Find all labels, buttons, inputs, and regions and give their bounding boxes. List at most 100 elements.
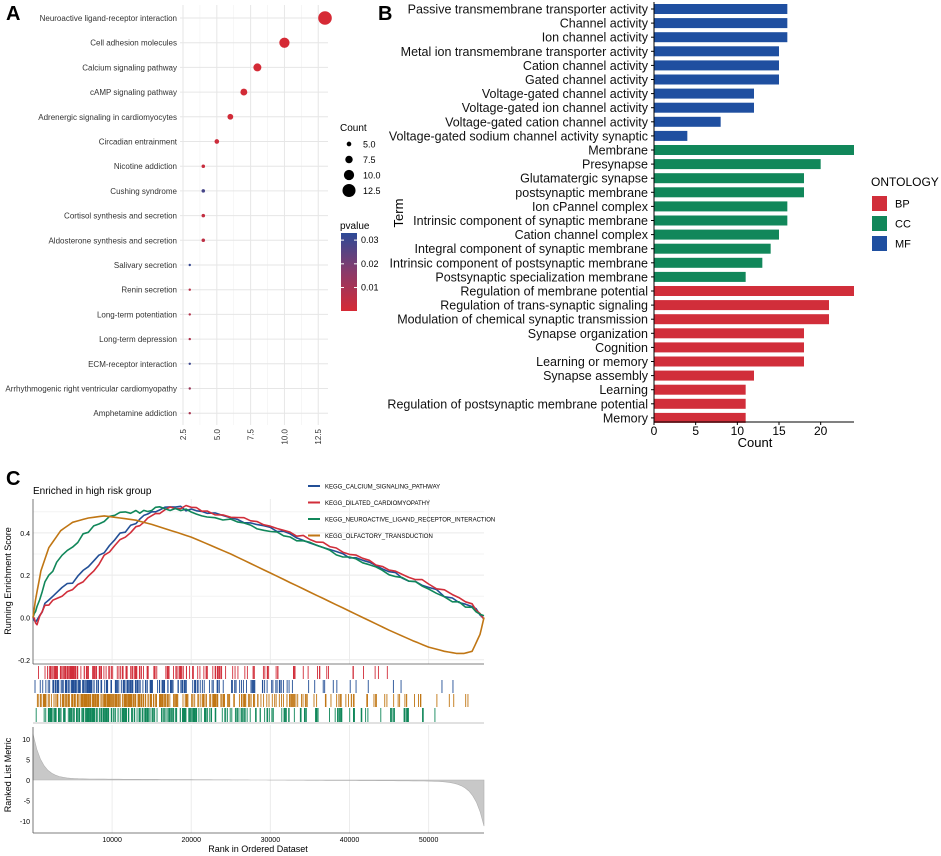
b-term-label: Modulation of chemical synaptic transmis… (397, 313, 648, 327)
c-ranked-metric-area (32, 733, 485, 827)
a-category-label: Nicotine addiction (114, 162, 177, 171)
panel-c-gridlines (32, 499, 484, 833)
panel-c-lower-y-axis-title: Ranked List Metric (3, 737, 13, 812)
a-data-point (201, 238, 206, 243)
a-category-label: ECM-receptor interaction (88, 360, 177, 369)
panel-label-c: C (6, 468, 20, 490)
c-x-tick-label: 10000 (102, 837, 122, 844)
a-data-point (279, 37, 290, 48)
count-legend-label: 5.0 (363, 140, 376, 150)
a-category-label: Cortisol synthesis and secretion (64, 212, 177, 221)
b-term-label: Memory (603, 411, 649, 425)
a-data-point (318, 11, 332, 25)
a-category-label: Arrhythmogenic right ventricular cardiom… (5, 385, 177, 394)
b-term-label: Metal ion transmembrane transporter acti… (401, 45, 649, 59)
a-data-point (201, 164, 206, 168)
b-term-label: Synapse organization (528, 327, 648, 341)
a-category-label: Adrenergic signaling in cardiomyocytes (38, 113, 177, 122)
panel-c-enrichment-lines (32, 504, 485, 655)
b-bar (654, 215, 788, 226)
a-category-label: Long-term potentiation (97, 310, 177, 319)
a-category-label: Neuroactive ligand-receptor interaction (40, 14, 177, 23)
c-x-tick-label: 40000 (340, 837, 360, 844)
a-data-point (188, 288, 191, 291)
b-x-tick-label: 5 (692, 424, 699, 438)
b-term-label: Glutamatergic synapse (520, 172, 648, 186)
panel-c-gsea-plot: Enriched in high risk group -0.2 0.0 0.2 0.… (3, 485, 495, 855)
ontology-legend-label: BP (895, 199, 910, 211)
b-bar (654, 271, 746, 282)
ontology-legend: BP CC MF (872, 196, 911, 251)
b-term-label: Learning or memory (536, 355, 649, 369)
a-data-point (214, 139, 220, 144)
a-data-point (201, 213, 206, 218)
b-term-label: Regulation of postsynaptic membrane pote… (387, 397, 648, 411)
b-bar (654, 4, 788, 14)
a-x-tick-label: 5.0 (213, 428, 222, 440)
b-bar (654, 356, 804, 367)
panel-label-a: A (6, 3, 20, 25)
b-bar (654, 342, 804, 353)
a-x-tick-label: 10.0 (280, 428, 289, 444)
b-bar (654, 300, 829, 311)
a-data-point (253, 63, 262, 72)
b-bar (654, 412, 746, 423)
c-metric-tick-label: 10 (22, 737, 30, 744)
b-bar (654, 102, 754, 113)
a-x-tick-label: 2.5 (179, 428, 188, 440)
pvalue-legend-label: 0.03 (361, 235, 379, 245)
b-bar (654, 46, 779, 57)
a-category-label: Aldosterone synthesis and secretion (48, 236, 177, 245)
panel-b-x-tick-labels: 0 5 10 15 20 (651, 424, 828, 438)
c-legend-label: KEGG_OLFACTORY_TRANSDUCTION (325, 534, 433, 540)
b-bar (654, 257, 763, 268)
b-bar (654, 60, 779, 71)
a-category-label: cAMP signaling pathway (90, 88, 177, 97)
b-bar (654, 88, 754, 99)
c-x-tick-label: 30000 (261, 837, 281, 844)
a-x-tick-label: 12.5 (314, 428, 323, 444)
ontology-legend-label: MF (895, 239, 911, 251)
a-category-label: Renin secretion (121, 286, 177, 295)
b-term-label: Regulation of membrane potential (460, 285, 648, 299)
b-bar (654, 201, 788, 212)
b-term-label: Channel activity (560, 17, 649, 31)
c-metric-tick-label: 0 (26, 778, 30, 785)
ontology-legend-label: CC (895, 219, 911, 231)
c-y-tick-label: 0.4 (20, 531, 30, 538)
b-x-tick-label: 0 (651, 424, 658, 438)
c-metric-tick-label: 5 (26, 758, 30, 765)
ontology-legend-swatch (872, 196, 887, 211)
c-enrichment-line (32, 515, 485, 655)
b-bar (654, 398, 746, 409)
b-bar (654, 384, 746, 395)
panel-b-y-axis-title: Term (391, 199, 406, 228)
b-bar (654, 314, 829, 325)
pvalue-legend-label: 0.01 (361, 283, 379, 293)
pvalue-legend-title: pvalue (340, 221, 370, 232)
ontology-legend-swatch (872, 236, 887, 251)
pvalue-colorbar (341, 233, 357, 311)
b-term-label: Voltage-gated cation channel activity (445, 115, 649, 129)
panel-b-axes (651, 2, 854, 425)
count-legend-dot (342, 183, 356, 198)
count-legend-title: Count (340, 123, 367, 134)
b-bar (654, 18, 788, 29)
panel-c-y-axis-title: Running Enrichment Score (3, 527, 13, 635)
b-bar (654, 173, 804, 184)
a-x-tick-label: 7.5 (247, 428, 256, 440)
panel-c-title: Enriched in high risk group (33, 486, 152, 497)
b-term-label: Synapse assembly (543, 369, 649, 383)
panel-a-x-tick-labels: 2.5 5.0 7.5 10.0 12.5 (179, 428, 323, 444)
b-bar (654, 116, 721, 127)
panel-c-ranked-metric (32, 727, 485, 834)
b-term-label: Cation channel complex (515, 228, 649, 242)
b-term-label: Integral component of synaptic membrane (415, 242, 649, 256)
c-y-tick-label: 0.2 (20, 573, 30, 580)
panel-c-tick-labels: -0.2 0.0 0.2 0.4 10 5 0 -5 -10 10000 20000 30000 400… (18, 531, 439, 844)
panel-c-gene-hit-marks (33, 666, 484, 724)
b-term-label: Learning (599, 383, 648, 397)
count-legend-label: 10.0 (363, 171, 381, 181)
b-bar (654, 229, 779, 240)
a-category-label: Cushing syndrome (110, 187, 177, 196)
